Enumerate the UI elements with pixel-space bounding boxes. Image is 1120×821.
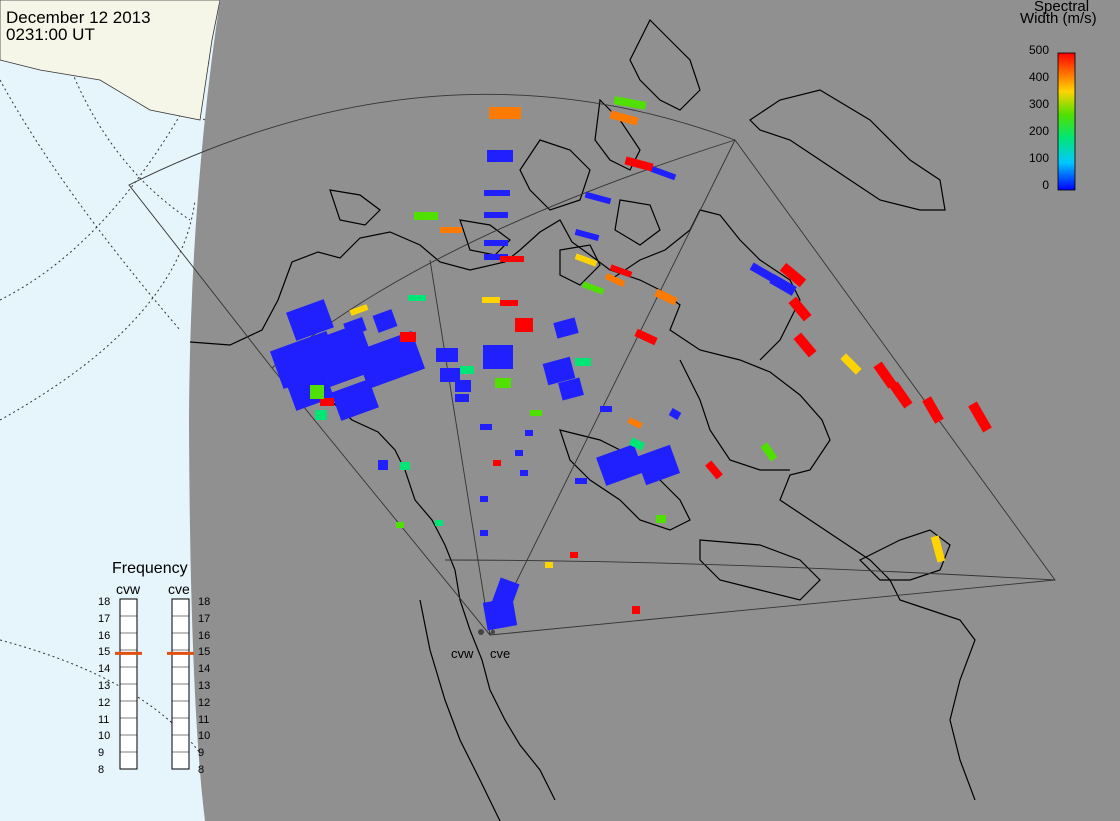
radar-echoes bbox=[269, 96, 992, 631]
radar-site-cve-marker bbox=[491, 630, 495, 634]
frequency-tick-right: 18 bbox=[198, 596, 211, 608]
frequency-tick-left: 18 bbox=[98, 596, 111, 608]
frequency-tick-right: 16 bbox=[198, 629, 211, 642]
frequency-title: Frequency bbox=[112, 560, 188, 577]
frequency-tick-right: 9 bbox=[198, 747, 205, 760]
frequency-tick-right: 10 bbox=[198, 730, 211, 743]
frequency-tick-right: 13 bbox=[198, 680, 211, 692]
frequency-tick-right: 15 bbox=[198, 646, 211, 659]
radar-site-cvw-marker bbox=[478, 629, 484, 635]
radar-site-label-cvw: cvw bbox=[451, 646, 474, 661]
colorbar-tick: 0 bbox=[1042, 178, 1049, 192]
frequency-tick-left: 17 bbox=[98, 612, 111, 625]
frequency-gauges bbox=[119, 598, 190, 770]
frequency-tick-right: 8 bbox=[198, 764, 205, 776]
frequency-tick-left: 13 bbox=[98, 680, 111, 692]
frequency-tick-right: 11 bbox=[198, 713, 210, 726]
frequency-tick-left: 10 bbox=[98, 730, 111, 743]
night-region bbox=[189, 0, 1120, 821]
colorbar-tick: 400 bbox=[1028, 70, 1049, 84]
colorbar-tick: 300 bbox=[1028, 97, 1049, 111]
radar-site-label-cve: cve bbox=[490, 646, 511, 661]
colorbar-tick: 200 bbox=[1028, 124, 1049, 138]
frequency-tick-right: 14 bbox=[198, 663, 211, 676]
coastlines bbox=[189, 18, 976, 821]
frequency-tick-left: 16 bbox=[98, 629, 111, 642]
frequency-tick-left: 15 bbox=[98, 646, 111, 659]
frequency-radar-label-cvw: cvw bbox=[116, 581, 141, 597]
colorbar-tick: 100 bbox=[1028, 151, 1049, 165]
colorbar-gradient bbox=[1057, 52, 1076, 191]
colorbar-title-line1: Spectral bbox=[1034, 0, 1090, 15]
time-label: 0231:00 UT bbox=[6, 25, 95, 44]
frequency-radar-label-cve: cve bbox=[168, 581, 190, 597]
colorbar-tick: 500 bbox=[1028, 43, 1049, 57]
frequency-tick-left: 11 bbox=[98, 713, 110, 726]
frequency-tick-left: 9 bbox=[98, 747, 105, 760]
colorbar-title-line2: Width (m/s) bbox=[1020, 10, 1097, 27]
frequency-tick-left: 12 bbox=[98, 696, 111, 709]
date-label: December 12 2013 bbox=[6, 8, 151, 27]
asia-landmass bbox=[0, 0, 221, 121]
frequency-tick-right: 17 bbox=[198, 612, 211, 625]
frequency-tick-right: 12 bbox=[198, 696, 211, 709]
frequency-tick-left: 14 bbox=[98, 663, 111, 676]
frequency-tick-left: 8 bbox=[98, 764, 105, 776]
